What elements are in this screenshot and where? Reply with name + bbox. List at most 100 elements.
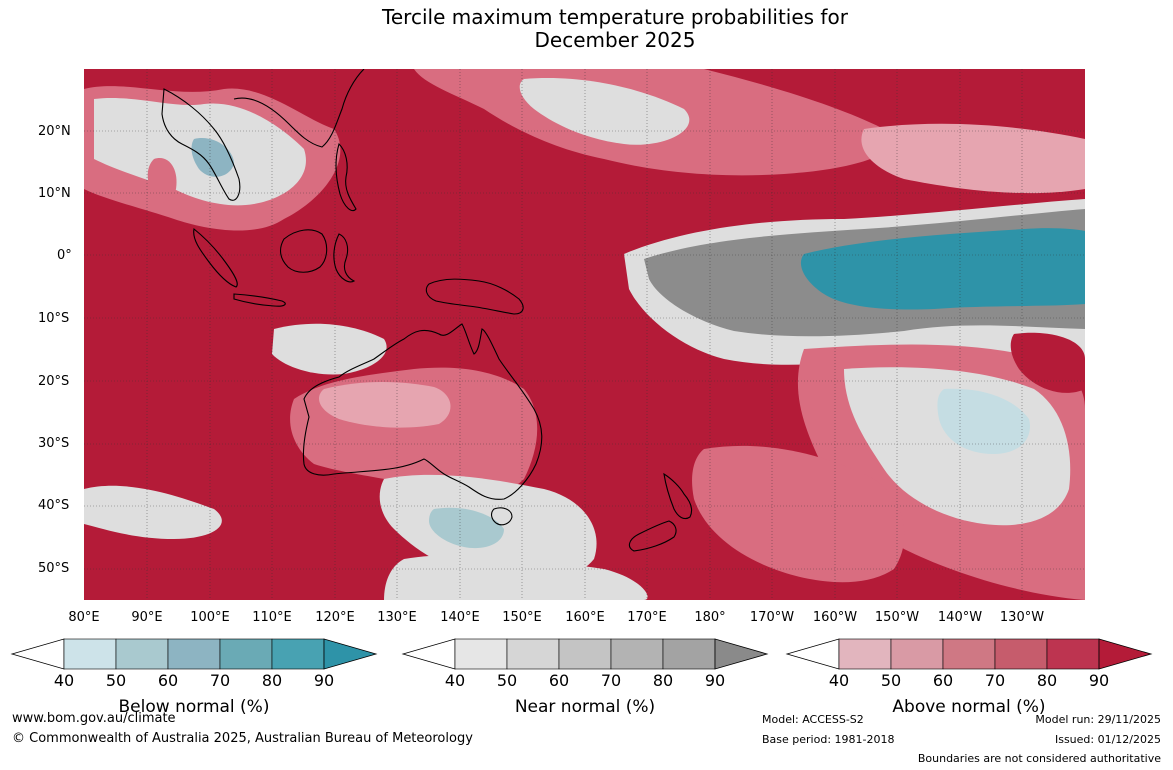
near-tick-60: 60 <box>548 671 570 690</box>
above-tick-70: 70 <box>984 671 1006 690</box>
australia-coastline <box>302 323 543 500</box>
near-cbar-seg-1 <box>454 638 508 670</box>
near-tick-50: 50 <box>496 671 518 690</box>
above-cbar-seg-1 <box>838 638 892 670</box>
lon-label-140e: 140°E <box>440 610 480 625</box>
southern-ocean-grey-south <box>384 554 648 600</box>
lat-label-20n: 20°N <box>38 124 71 139</box>
below-cbar-seg-2 <box>115 638 169 670</box>
lat-label-40s: 40°S <box>38 498 70 513</box>
below-cbar-arrow-left <box>10 638 65 670</box>
footer-model: Model: ACCESS-S2 <box>762 713 864 726</box>
map-graticule <box>84 69 1085 600</box>
map-title: Tercile maximum temperature probabilitie… <box>0 6 1173 52</box>
below-cbar-seg-5 <box>271 638 325 670</box>
below-cbar-seg-4 <box>219 638 273 670</box>
above-tick-80: 80 <box>1036 671 1058 690</box>
lat-label-10s: 10°S <box>38 311 70 326</box>
bay-grey-region <box>147 158 177 203</box>
near-cbar-arrow-right <box>714 638 769 670</box>
lon-label-120e: 120°E <box>315 610 355 625</box>
near-tick-70: 70 <box>600 671 622 690</box>
borneo-coastline <box>279 229 328 273</box>
lon-label-160w: 160°W <box>812 610 858 625</box>
java-coastline <box>233 293 286 307</box>
north-east-pacific-region <box>861 123 1085 194</box>
above-cbar-seg-4 <box>994 638 1048 670</box>
lat-label-0: 0° <box>57 248 72 263</box>
lat-label-20s: 20°S <box>38 374 70 389</box>
sulawesi-coastline <box>333 233 356 283</box>
map-title-line1: Tercile maximum temperature probabilitie… <box>382 5 848 29</box>
southern-ocean-mixed-west <box>84 485 222 539</box>
indochina-below-region <box>191 138 234 177</box>
new-guinea-coastline <box>425 278 524 315</box>
above-tick-90: 90 <box>1088 671 1110 690</box>
new-zealand-south-coastline <box>628 520 677 552</box>
above-tick-60: 60 <box>932 671 954 690</box>
above-normal-legend-title: Above normal (%) <box>892 697 1046 717</box>
above-cbar-seg-2 <box>890 638 944 670</box>
footer-base-period: Base period: 1981-2018 <box>762 733 895 746</box>
south-east-pacific-red-patch <box>1010 332 1085 393</box>
north-pacific-grey-patch <box>519 78 690 145</box>
near-cbar-arrow-left <box>401 638 456 670</box>
above-normal-colorbar <box>785 638 1153 670</box>
lon-label-170w: 170°W <box>749 610 795 625</box>
above-cbar-seg-3 <box>942 638 996 670</box>
near-cbar-seg-3 <box>558 638 612 670</box>
new-zealand-north-coastline <box>663 472 693 520</box>
lon-label-130w: 130°W <box>999 610 1045 625</box>
indochina-coastline <box>161 88 241 201</box>
lon-label-90e: 90°E <box>131 610 163 625</box>
footer-copyright: © Commonwealth of Australia 2025, Austra… <box>12 731 473 746</box>
near-normal-colorbar <box>401 638 769 670</box>
lon-label-80e: 80°E <box>68 610 100 625</box>
above-tick-40: 40 <box>828 671 850 690</box>
lon-label-110e: 110°E <box>252 610 292 625</box>
map-title-line2: December 2025 <box>534 28 696 52</box>
lon-label-140w: 140°W <box>937 610 983 625</box>
lat-label-50s: 50°S <box>38 561 70 576</box>
below-tick-80: 80 <box>261 671 283 690</box>
below-cbar-seg-1 <box>63 638 117 670</box>
coastlines <box>161 69 693 552</box>
australia-light-region <box>319 382 451 428</box>
philippines-coastline <box>335 142 357 212</box>
below-normal-colorbar <box>10 638 378 670</box>
near-cbar-seg-2 <box>506 638 560 670</box>
lat-label-30s: 30°S <box>38 436 70 451</box>
footer-disclaimer: Boundaries are not considered authoritat… <box>917 752 1161 765</box>
southern-ocean-light-band <box>692 445 905 583</box>
near-cbar-seg-5 <box>662 638 716 670</box>
above-cbar-arrow-left <box>785 638 840 670</box>
below-tick-90: 90 <box>313 671 335 690</box>
near-normal-legend-title: Near normal (%) <box>514 697 656 717</box>
below-tick-60: 60 <box>157 671 179 690</box>
below-cbar-arrow-right <box>323 638 378 670</box>
near-cbar-seg-4 <box>610 638 664 670</box>
near-tick-80: 80 <box>652 671 674 690</box>
lon-label-130e: 130°E <box>377 610 417 625</box>
near-tick-90: 90 <box>704 671 726 690</box>
lon-label-100e: 100°E <box>190 610 230 625</box>
lon-label-150w: 150°W <box>874 610 920 625</box>
above-cbar-seg-5 <box>1046 638 1100 670</box>
above-tick-50: 50 <box>880 671 902 690</box>
lon-label-170e: 170°E <box>627 610 667 625</box>
near-tick-40: 40 <box>444 671 466 690</box>
asia-mainland-coastline <box>233 69 365 148</box>
above-cbar-arrow-right <box>1098 638 1153 670</box>
below-tick-70: 70 <box>209 671 231 690</box>
southern-ocean-below-central <box>429 507 504 549</box>
indian-ocean-grey-west <box>272 323 387 375</box>
sumatra-coastline <box>193 228 238 288</box>
probability-map <box>84 69 1085 600</box>
footer-url: www.bom.gov.au/climate <box>12 711 176 726</box>
lat-label-10n: 10°N <box>38 186 71 201</box>
below-cbar-seg-3 <box>167 638 221 670</box>
lon-label-160e: 160°E <box>565 610 605 625</box>
footer-issued: Issued: 01/12/2025 <box>1054 733 1161 746</box>
equatorial-below-normal-region <box>800 228 1085 310</box>
tasmania-coastline <box>491 507 513 526</box>
